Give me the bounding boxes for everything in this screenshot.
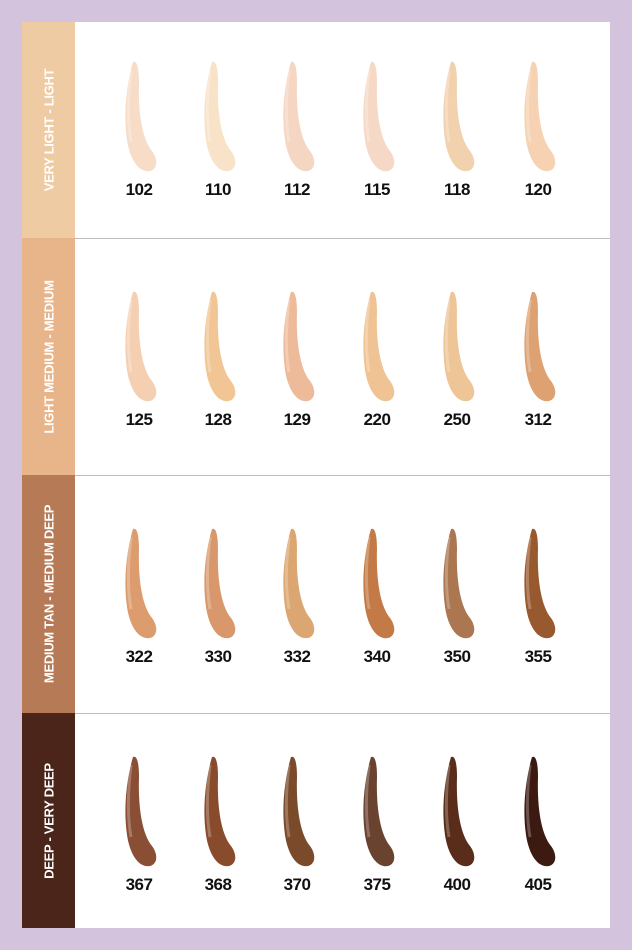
shade-swatch-item: 405	[508, 755, 568, 895]
shade-code: 340	[363, 647, 391, 666]
group-band: DEEP - VERY DEEP	[22, 713, 75, 928]
shade-code: 330	[204, 647, 232, 666]
swatch-smear	[125, 756, 157, 867]
shade-swatch-item: 350	[427, 527, 487, 667]
shade-swatch-item: 115	[347, 60, 407, 200]
shade-code: 405	[524, 875, 552, 894]
swatch-smear	[283, 756, 315, 867]
shade-swatch-item: 102	[109, 60, 169, 200]
shade-code: 355	[524, 647, 552, 666]
shade-swatch-item: 367	[109, 755, 169, 895]
shade-swatch-item: 129	[267, 290, 327, 430]
swatch-smear	[204, 756, 236, 867]
shade-swatch-item: 400	[427, 755, 487, 895]
shade-swatch-item: 370	[267, 755, 327, 895]
swatch-smear	[283, 61, 315, 172]
shade-code: 350	[443, 647, 471, 666]
shade-swatch-item: 128	[188, 290, 248, 430]
shade-swatch-item: 312	[508, 290, 568, 430]
shade-code: 322	[125, 647, 153, 666]
shade-swatch-item: 368	[188, 755, 248, 895]
group-band: MEDIUM TAN - MEDIUM DEEP	[22, 475, 75, 713]
shade-swatch-item: 330	[188, 527, 248, 667]
shade-group-row: VERY LIGHT - LIGHT 102 110 112 115 118 120	[22, 22, 610, 239]
shade-code: 400	[443, 875, 471, 894]
shade-code: 102	[125, 180, 153, 199]
shade-swatch-item: 375	[347, 755, 407, 895]
shade-swatch-item: 110	[188, 60, 248, 200]
group-label: LIGHT MEDIUM - MEDIUM	[41, 279, 56, 434]
swatch-smear	[363, 756, 395, 867]
shade-group-row: LIGHT MEDIUM - MEDIUM 125 128 129 220 250 312	[22, 238, 610, 476]
shade-code: 120	[524, 180, 552, 199]
shade-code: 112	[284, 180, 310, 199]
shade-code: 332	[283, 647, 311, 666]
shade-code: 375	[363, 875, 391, 894]
shade-code: 250	[443, 410, 471, 429]
swatch-smear	[443, 756, 475, 867]
swatch-smear	[363, 291, 395, 402]
shade-code: 312	[524, 410, 552, 429]
shade-swatch-item: 112	[267, 60, 327, 200]
shade-code: 128	[204, 410, 232, 429]
swatch-smear	[443, 528, 475, 639]
swatch-smear	[125, 61, 157, 172]
shade-swatch-item: 118	[427, 60, 487, 200]
swatch-smear	[125, 528, 157, 639]
group-band: VERY LIGHT - LIGHT	[22, 22, 75, 238]
swatch-smear	[524, 756, 556, 867]
shade-code: 110	[205, 180, 231, 199]
shade-code: 115	[364, 180, 390, 199]
shade-swatch-item: 250	[427, 290, 487, 430]
swatch-smear	[125, 291, 157, 402]
swatch-smear	[283, 528, 315, 639]
swatch-smear	[443, 61, 475, 172]
shade-swatch-item: 340	[347, 527, 407, 667]
shade-code: 368	[204, 875, 232, 894]
shade-code: 370	[283, 875, 311, 894]
shade-swatch-item: 125	[109, 290, 169, 430]
shade-swatch-item: 332	[267, 527, 327, 667]
group-label: VERY LIGHT - LIGHT	[41, 68, 56, 192]
shade-swatch-item: 120	[508, 60, 568, 200]
swatch-smear	[204, 291, 236, 402]
shade-code: 125	[125, 410, 153, 429]
swatch-smear	[524, 61, 556, 172]
shade-swatch-item: 322	[109, 527, 169, 667]
shade-swatch-item: 220	[347, 290, 407, 430]
swatch-smear	[204, 528, 236, 639]
shade-code: 129	[283, 410, 311, 429]
shade-swatch-item: 355	[508, 527, 568, 667]
shade-code: 118	[444, 180, 470, 199]
shade-chart: VERY LIGHT - LIGHT 102 110 112 115 118 120 LIGH…	[22, 22, 610, 928]
swatch-smear	[443, 291, 475, 402]
swatch-smear	[363, 61, 395, 172]
shade-group-row: MEDIUM TAN - MEDIUM DEEP 322 330 332 340 350 3…	[22, 475, 610, 714]
shade-code: 367	[125, 875, 153, 894]
swatch-smear	[363, 528, 395, 639]
swatch-smear	[204, 61, 236, 172]
shade-group-row: DEEP - VERY DEEP 367 368 370 375 400 405	[22, 713, 610, 928]
group-label: MEDIUM TAN - MEDIUM DEEP	[41, 504, 56, 684]
shade-code: 220	[363, 410, 391, 429]
group-band: LIGHT MEDIUM - MEDIUM	[22, 238, 75, 475]
swatch-smear	[524, 291, 556, 402]
swatch-smear	[524, 528, 556, 639]
group-label: DEEP - VERY DEEP	[41, 762, 56, 879]
swatch-smear	[283, 291, 315, 402]
